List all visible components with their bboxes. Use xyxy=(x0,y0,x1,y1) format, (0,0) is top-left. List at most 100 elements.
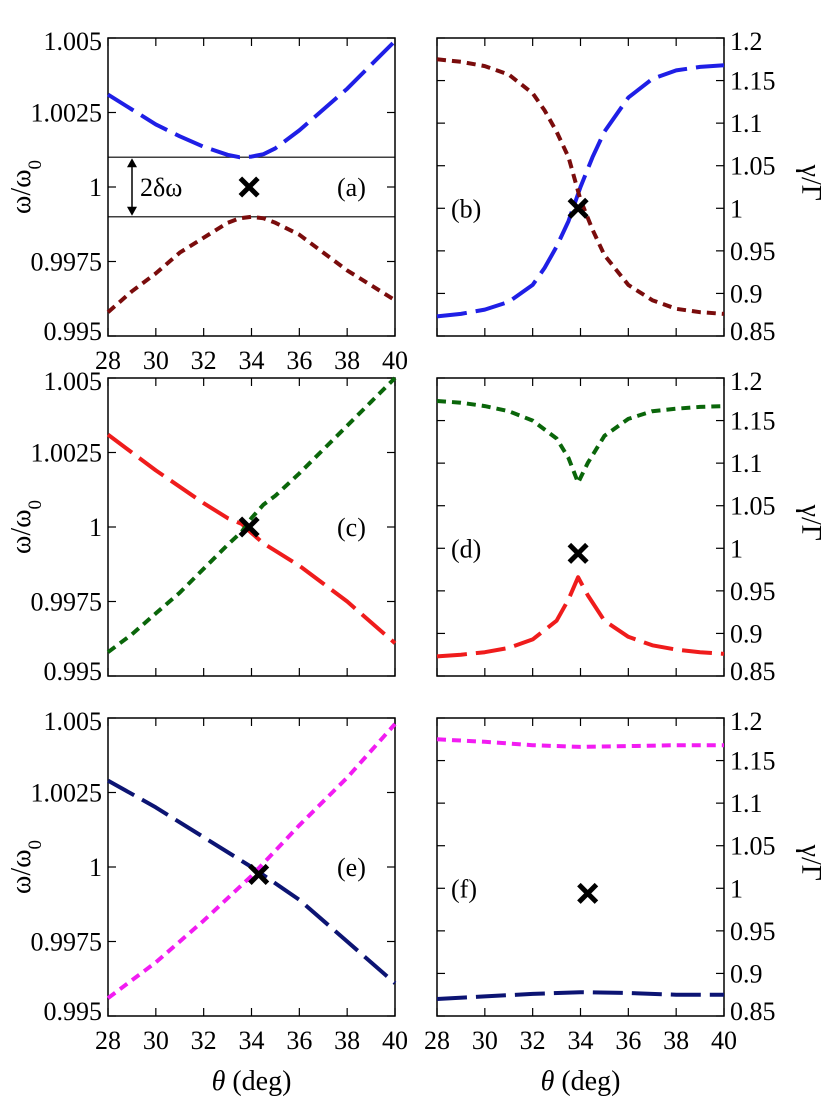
y-tick-label: 0.95 xyxy=(730,917,776,946)
x-tick-label: 34 xyxy=(568,1026,594,1055)
y-tick-label: 1.2 xyxy=(730,27,763,56)
series-line-green xyxy=(106,376,397,654)
x-axis-label: θ (deg) xyxy=(212,1066,292,1097)
panel-label: (c) xyxy=(337,513,366,542)
cross-marker xyxy=(238,516,260,538)
y-tick-label: 1.15 xyxy=(730,747,776,776)
y-tick-label: 1.005 xyxy=(44,707,103,736)
y-tick-label: 0.995 xyxy=(44,657,103,686)
series-line-magenta xyxy=(106,722,397,1000)
series-line-navy xyxy=(436,990,724,1001)
panel-label: (f) xyxy=(451,874,477,903)
x-tick-label: 34 xyxy=(239,1026,265,1055)
y-tick-label: 0.85 xyxy=(730,997,776,1026)
arrow-head-down xyxy=(127,206,137,216)
plot-frame xyxy=(436,377,725,677)
y-tick-label: 0.9975 xyxy=(31,928,103,957)
y-tick-label: 1.05 xyxy=(730,492,776,521)
y-tick-label: 0.95 xyxy=(730,577,776,606)
y-tick-label: 0.9 xyxy=(730,959,763,988)
cross-marker xyxy=(567,197,589,219)
series-line-red xyxy=(436,575,725,659)
series-line-blue xyxy=(436,63,725,319)
x-tick-label: 30 xyxy=(472,1026,498,1055)
y-axis-label-right: γ/Γ xyxy=(795,164,826,201)
x-tick-label: 30 xyxy=(143,346,169,375)
panel-c: 0.995 0.9975 1 1.0025 1.005 (c) ω/ω0 xyxy=(6,367,397,686)
x-tick-label: 32 xyxy=(191,346,217,375)
x-tick-label: 28 xyxy=(95,1026,121,1055)
x-tick-label: 40 xyxy=(382,1026,408,1055)
panel-b: 0.85 0.9 0.95 1 1.05 1.1 1.15 1.2 (b) γ/Γ xyxy=(436,27,826,346)
y-tick-label: 1.0025 xyxy=(31,779,103,808)
x-tick-label: 38 xyxy=(334,1026,360,1055)
cross-marker xyxy=(567,542,589,564)
y-tick-label: 1 xyxy=(89,173,102,202)
y-axis-label-right: γ/Γ xyxy=(795,844,826,881)
panel-f: 0.85 0.9 0.95 1 1.05 1.1 1.15 1.2 28 30 32 34 36 38 40… xyxy=(424,707,826,1097)
y-tick-label: 0.9975 xyxy=(31,588,103,617)
y-tick-label: 1 xyxy=(730,874,743,903)
panel-label: (d) xyxy=(451,534,481,563)
y-tick-label: 1.15 xyxy=(730,67,776,96)
y-tick-label: 1.1 xyxy=(730,789,763,818)
series-line-darkred xyxy=(106,214,397,314)
x-tick-label: 32 xyxy=(191,1026,217,1055)
y-tick-label: 1.2 xyxy=(730,367,763,396)
cross-marker xyxy=(577,882,599,904)
y-tick-label: 1.05 xyxy=(730,152,776,181)
x-tick-label: 36 xyxy=(286,346,312,375)
y-axis-label: ω/ω0 xyxy=(6,160,46,214)
cross-marker xyxy=(238,176,260,198)
delta-omega-annotation: 2δω xyxy=(140,173,182,202)
y-tick-label: 1 xyxy=(89,853,102,882)
y-axis-label: ω/ω0 xyxy=(6,840,46,894)
series-line-green xyxy=(436,399,725,485)
y-axis-label: ω/ω0 xyxy=(6,500,46,554)
panel-d: 0.85 0.9 0.95 1 1.05 1.1 1.15 1.2 (d) γ/Γ xyxy=(436,367,826,686)
y-tick-label: 0.85 xyxy=(730,657,776,686)
panel-label: (a) xyxy=(337,173,366,202)
y-tick-label: 1 xyxy=(730,194,743,223)
panel-label: (e) xyxy=(337,853,366,882)
x-tick-label: 36 xyxy=(286,1026,312,1055)
y-tick-label: 0.95 xyxy=(730,237,776,266)
series-line-red xyxy=(106,432,397,645)
panel-a: 0.995 0.9975 1 1.0025 1.005 28 30 32 34 36 38 40 2δω… xyxy=(6,27,408,375)
x-tick-label: 40 xyxy=(711,1026,737,1055)
x-tick-label: 40 xyxy=(382,346,408,375)
y-tick-label: 1.005 xyxy=(44,27,103,56)
y-tick-label: 1 xyxy=(89,513,102,542)
x-tick-label: 28 xyxy=(424,1026,450,1055)
y-tick-label: 1.15 xyxy=(730,407,776,436)
plot-frame xyxy=(436,717,725,1017)
x-tick-label: 32 xyxy=(520,1026,546,1055)
arrow-head-up xyxy=(127,158,137,168)
series-line-blue xyxy=(106,39,397,160)
x-tick-label: 34 xyxy=(239,346,265,375)
y-tick-label: 0.995 xyxy=(44,317,103,346)
y-tick-label: 1.1 xyxy=(730,449,763,478)
y-tick-label: 1 xyxy=(730,534,743,563)
x-axis-label: θ (deg) xyxy=(541,1066,621,1097)
y-tick-label: 1.05 xyxy=(730,832,776,861)
y-tick-label: 1.1 xyxy=(730,109,763,138)
panel-label: (b) xyxy=(451,194,481,223)
y-tick-label: 0.995 xyxy=(44,997,103,1026)
y-tick-label: 0.85 xyxy=(730,317,776,346)
y-tick-label: 1.0025 xyxy=(31,439,103,468)
y-tick-label: 0.9975 xyxy=(31,248,103,277)
cross-marker xyxy=(248,863,270,885)
series-line-darkred xyxy=(436,57,725,316)
x-tick-label: 28 xyxy=(95,346,121,375)
panel-e: 0.995 0.9975 1 1.0025 1.005 28 30 32 34 36 38 40 (e)… xyxy=(6,707,408,1097)
y-tick-label: 0.9 xyxy=(730,619,763,648)
y-tick-label: 0.9 xyxy=(730,279,763,308)
x-tick-label: 38 xyxy=(334,346,360,375)
y-tick-label: 1.0025 xyxy=(31,99,103,128)
y-tick-label: 1.005 xyxy=(44,367,103,396)
y-axis-label-right: γ/Γ xyxy=(795,504,826,541)
x-tick-label: 36 xyxy=(615,1026,641,1055)
y-tick-label: 1.2 xyxy=(730,707,763,736)
x-tick-label: 30 xyxy=(143,1026,169,1055)
